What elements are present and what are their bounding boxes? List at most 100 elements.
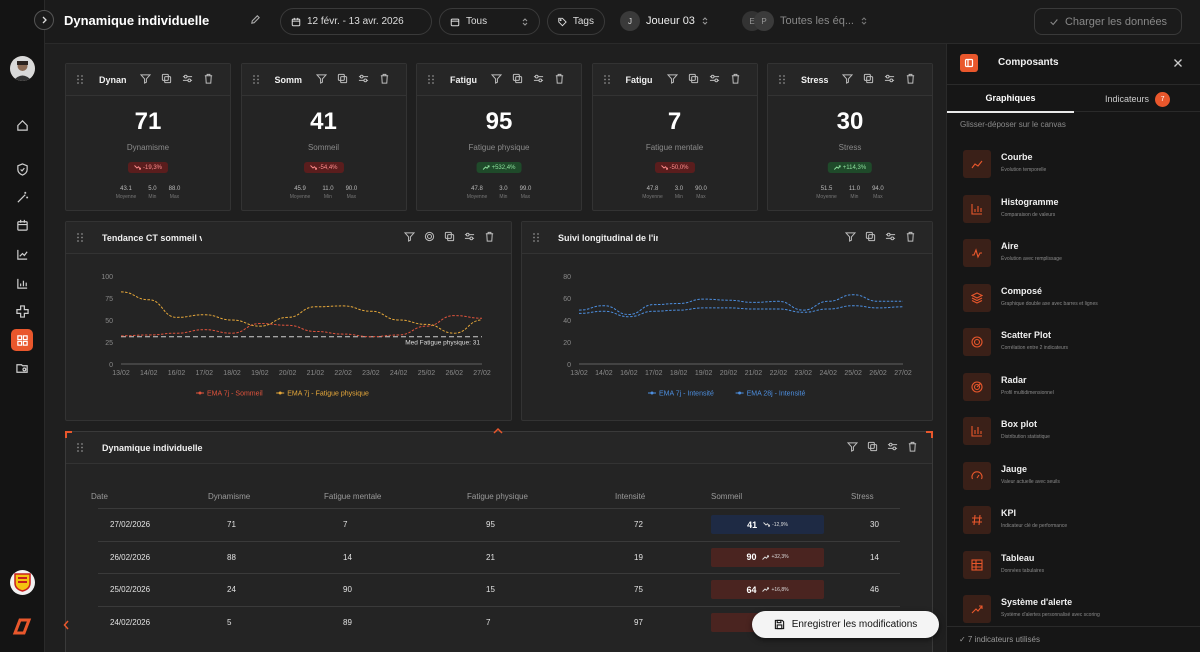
trash-icon[interactable]	[730, 73, 741, 84]
drag-handle-icon[interactable]	[77, 75, 83, 84]
table-row[interactable]: 26/02/2026 88 14 21 19 14 90 +32,3%	[98, 540, 900, 573]
copy-icon[interactable]	[161, 73, 172, 84]
trash-icon[interactable]	[203, 73, 214, 84]
drag-handle-icon[interactable]	[252, 75, 259, 84]
kpi-card[interactable]: Dynan 71 Dynamisme -19,3% 43.1 Moyenne 5.0 Min 8…	[65, 63, 231, 211]
trash-icon[interactable]	[554, 73, 565, 84]
plus-cross-icon[interactable]	[11, 300, 33, 322]
settings-sliders-icon[interactable]	[358, 73, 369, 84]
folder-search-icon[interactable]	[11, 357, 33, 379]
drag-handle-icon[interactable]	[603, 75, 610, 84]
calendar-icon[interactable]	[11, 214, 33, 236]
target-icon	[963, 328, 991, 356]
trash-icon[interactable]	[905, 231, 916, 242]
copy-icon[interactable]	[444, 231, 455, 242]
date-range-picker[interactable]: 12 févr. - 13 avr. 2026	[280, 8, 432, 35]
table-header-cell[interactable]: Stress	[851, 492, 874, 501]
trash-icon[interactable]	[379, 73, 390, 84]
component-item[interactable]: Box plot Distribution statistique	[963, 415, 1190, 447]
filter-icon[interactable]	[404, 231, 415, 242]
component-item[interactable]: Histogramme Comparaison de valeurs	[963, 193, 1190, 225]
resize-handle-top-right[interactable]	[926, 431, 933, 438]
kpi-card[interactable]: Stress 30 Stress +114,3% 51.5 Moyenne 11.0 Min 9…	[767, 63, 933, 211]
close-panel-button[interactable]	[1173, 58, 1183, 68]
resize-handle-top[interactable]	[493, 427, 503, 435]
table-row[interactable]: 25/02/2026 24 90 15 75 46 64 +16,8%	[98, 573, 900, 605]
x-tick-label: 19/02	[695, 370, 713, 377]
filter-icon[interactable]	[491, 73, 502, 84]
copy-icon[interactable]	[867, 441, 878, 452]
trash-icon[interactable]	[484, 231, 495, 242]
settings-sliders-icon[interactable]	[464, 231, 475, 242]
settings-sliders-icon[interactable]	[887, 441, 898, 452]
table-header-cell[interactable]: Fatigue mentale	[324, 492, 382, 501]
tags-button[interactable]: Tags	[547, 8, 605, 35]
copy-icon[interactable]	[865, 231, 876, 242]
table-header-cell[interactable]: Sommeil	[711, 492, 743, 501]
chart-card-sleep-trend[interactable]: Tendance CT sommeil vs 0 25 50 75 100 13/02 14…	[65, 221, 512, 421]
shield-icon[interactable]	[11, 158, 33, 180]
drag-handle-icon[interactable]	[77, 443, 83, 452]
settings-sliders-icon[interactable]	[709, 73, 720, 84]
home-icon[interactable]	[11, 114, 33, 136]
filter-icon[interactable]	[847, 441, 858, 452]
kpi-card[interactable]: Fatigu 7 Fatigue mentale -50,0% 47.8 Moyenne 3…	[591, 63, 758, 211]
copy-icon[interactable]	[512, 73, 523, 84]
filter-select[interactable]: Tous	[439, 8, 540, 35]
drag-handle-icon[interactable]	[779, 75, 785, 84]
target-icon[interactable]	[424, 231, 435, 242]
table-row[interactable]: 27/02/2026 71 7 95 72 30 41 -12,9%	[98, 508, 900, 540]
component-item[interactable]: KPI Indicateur clé de performance	[963, 504, 1190, 536]
avatar[interactable]	[10, 56, 35, 81]
load-data-button[interactable]: Charger les données	[1034, 8, 1182, 35]
player-select[interactable]: J Joueur 03	[620, 9, 709, 33]
table-header-cell[interactable]: Intensité	[615, 492, 646, 501]
drag-handle-icon[interactable]	[428, 75, 434, 84]
settings-sliders-icon[interactable]	[182, 73, 193, 84]
dashboard-grid-icon[interactable]	[11, 329, 33, 351]
tab-graphiques[interactable]: Graphiques	[947, 85, 1074, 113]
trash-icon[interactable]	[907, 441, 918, 452]
bar-chart-icon[interactable]	[11, 272, 33, 294]
component-item[interactable]: Système d'alerte Système d'alertes person…	[963, 593, 1190, 625]
expand-sidebar-button[interactable]	[34, 10, 54, 30]
table-header-cell[interactable]: Dynamisme	[208, 492, 251, 501]
line-chart-icon[interactable]	[11, 243, 33, 265]
copy-icon[interactable]	[688, 73, 699, 84]
component-item[interactable]: Scatter Plot Corrélation entre 2 indicate…	[963, 326, 1190, 358]
tab-indicateurs[interactable]: Indicateurs 7	[1074, 85, 1200, 113]
kpi-card[interactable]: Somm 41 Sommeil -54,4% 45.9 Moyenne 11.0 Min 90.…	[240, 63, 407, 211]
trash-icon[interactable]	[905, 73, 916, 84]
component-item[interactable]: Tableau Données tabulaires	[963, 549, 1190, 581]
settings-sliders-icon[interactable]	[884, 73, 895, 84]
copy-icon[interactable]	[863, 73, 874, 84]
drag-handle-icon[interactable]	[77, 233, 83, 242]
component-item[interactable]: Courbe Évolution temporelle	[963, 148, 1190, 180]
save-changes-button[interactable]: Enregistrer les modifications	[752, 611, 939, 638]
filter-icon[interactable]	[315, 73, 327, 84]
magic-wand-icon[interactable]	[11, 186, 33, 208]
component-item[interactable]: Radar Profil multidimensionnel	[963, 371, 1190, 403]
resize-handle-left[interactable]	[63, 620, 70, 630]
filter-icon[interactable]	[842, 73, 853, 84]
copy-icon[interactable]	[337, 73, 348, 84]
settings-sliders-icon[interactable]	[885, 231, 896, 242]
resize-handle-top-left[interactable]	[65, 431, 72, 438]
component-item[interactable]: Aire Évolution avec remplissage	[963, 237, 1190, 269]
filter-icon[interactable]	[845, 231, 856, 242]
kpi-card[interactable]: Fatigu 95 Fatigue physique +532,4% 47.8 Moyen…	[416, 63, 582, 211]
club-logo[interactable]	[10, 570, 35, 595]
component-item[interactable]: Composé Graphique double axe avec barres …	[963, 282, 1190, 314]
table-cell: 7	[343, 520, 348, 529]
filter-icon[interactable]	[666, 73, 678, 84]
chart-card-intensity[interactable]: Suivi longitudinal de l'in 0 20 40 60 80 13/0…	[521, 221, 933, 421]
app-logo[interactable]	[11, 616, 33, 638]
team-select[interactable]: E P Toutes les éq...	[742, 9, 868, 33]
table-header-cell[interactable]: Fatigue physique	[467, 492, 528, 501]
component-item[interactable]: Jauge Valeur actuelle avec seuils	[963, 460, 1190, 492]
edit-title-button[interactable]	[250, 14, 261, 25]
drag-handle-icon[interactable]	[533, 233, 539, 242]
filter-icon[interactable]	[140, 73, 151, 84]
settings-sliders-icon[interactable]	[533, 73, 544, 84]
table-header-cell[interactable]: Date	[91, 492, 108, 501]
